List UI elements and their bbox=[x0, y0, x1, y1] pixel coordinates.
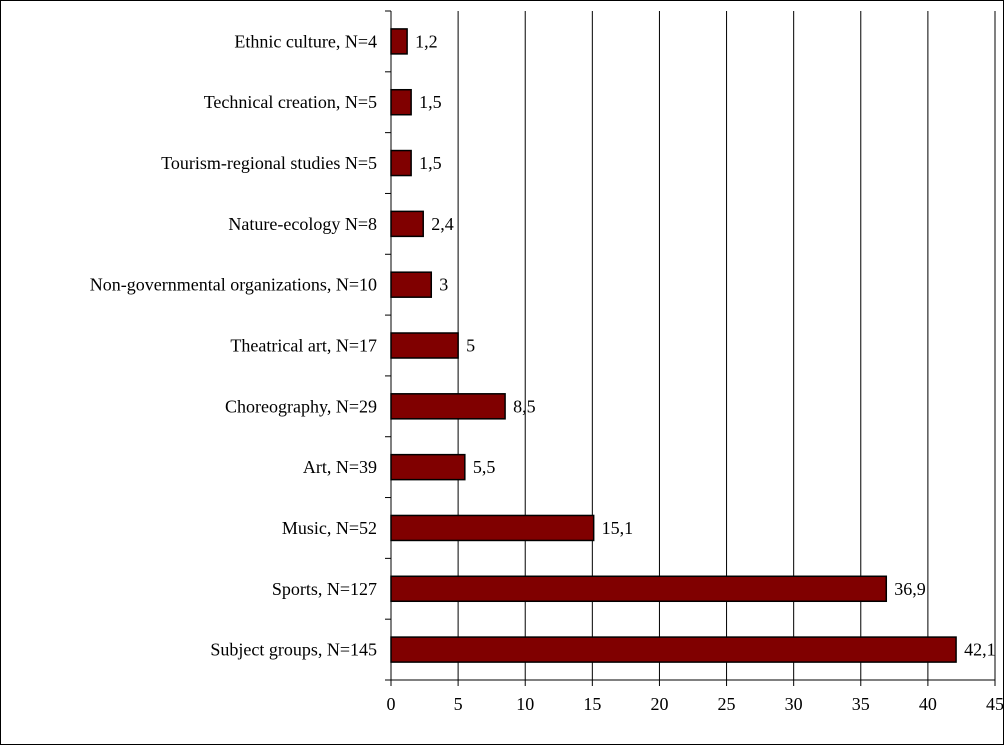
data-label: 1,5 bbox=[419, 153, 442, 173]
category-label: Music, N=52 bbox=[282, 518, 377, 538]
bar bbox=[390, 332, 459, 359]
x-tick-label: 45 bbox=[986, 694, 1004, 714]
data-label: 3 bbox=[439, 275, 448, 295]
category-label: Tourism-regional studies N=5 bbox=[161, 153, 377, 173]
category-label: Choreography, N=29 bbox=[225, 396, 377, 416]
data-label: 1,5 bbox=[419, 92, 442, 112]
bar bbox=[390, 393, 506, 420]
category-label: Non-governmental organizations, N=10 bbox=[90, 275, 377, 295]
bar bbox=[390, 575, 888, 603]
bar bbox=[390, 210, 424, 238]
data-label: 15,1 bbox=[602, 518, 634, 538]
x-tick-label: 25 bbox=[718, 694, 736, 714]
x-tick-label: 30 bbox=[785, 694, 803, 714]
x-tick-label: 15 bbox=[583, 694, 601, 714]
category-label: Ethnic culture, N=4 bbox=[234, 31, 377, 51]
x-tick-label: 0 bbox=[387, 694, 396, 714]
x-tick-label: 35 bbox=[852, 694, 870, 714]
data-label: 36,9 bbox=[894, 579, 926, 599]
bar bbox=[390, 88, 412, 116]
bar bbox=[390, 149, 412, 177]
bar bbox=[390, 28, 408, 55]
bar bbox=[390, 271, 433, 298]
x-tick-label: 10 bbox=[516, 694, 534, 714]
category-label: Nature-ecology N=8 bbox=[228, 214, 377, 234]
category-label: Subject groups, N=145 bbox=[210, 640, 377, 660]
category-label: Theatrical art, N=17 bbox=[230, 336, 377, 356]
data-label: 5 bbox=[466, 336, 475, 356]
data-label: 2,4 bbox=[431, 214, 454, 234]
data-label: 42,1 bbox=[964, 640, 996, 660]
data-label: 5,5 bbox=[473, 457, 496, 477]
data-label: 1,2 bbox=[415, 31, 438, 51]
category-label: Sports, N=127 bbox=[272, 579, 377, 599]
x-tick-label: 40 bbox=[919, 694, 937, 714]
bar bbox=[390, 514, 595, 542]
x-tick-label: 5 bbox=[454, 694, 463, 714]
bar bbox=[390, 453, 466, 481]
x-tick-label: 20 bbox=[650, 694, 668, 714]
category-label: Technical creation, N=5 bbox=[204, 92, 377, 112]
bar bbox=[390, 636, 957, 663]
data-label: 8,5 bbox=[513, 396, 536, 416]
category-label: Art, N=39 bbox=[303, 457, 377, 477]
